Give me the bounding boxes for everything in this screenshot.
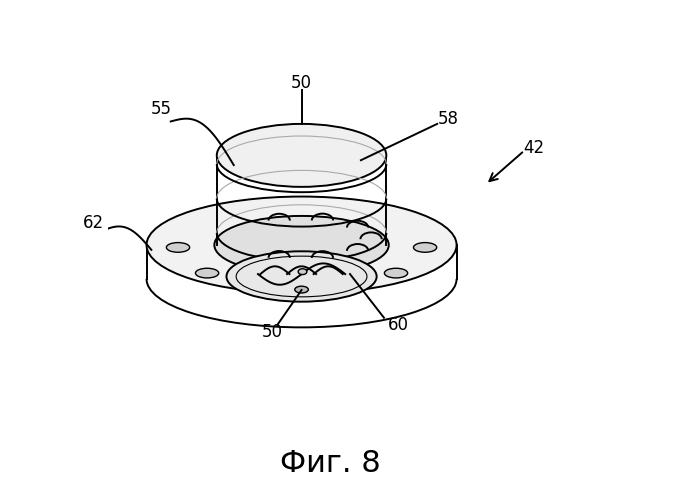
Ellipse shape (384, 268, 407, 278)
Ellipse shape (414, 243, 437, 252)
Text: 55: 55 (150, 100, 172, 119)
Ellipse shape (167, 243, 190, 252)
Text: 50: 50 (262, 323, 283, 341)
Ellipse shape (146, 196, 456, 294)
Text: Фиг. 8: Фиг. 8 (280, 448, 381, 477)
Text: 60: 60 (388, 316, 409, 334)
Ellipse shape (227, 251, 377, 302)
Text: 50: 50 (291, 74, 312, 92)
Ellipse shape (217, 124, 386, 187)
Ellipse shape (298, 269, 307, 274)
Text: 58: 58 (438, 110, 458, 128)
Text: 62: 62 (83, 214, 104, 232)
Ellipse shape (214, 216, 388, 274)
Text: 42: 42 (524, 139, 545, 157)
Ellipse shape (295, 286, 308, 293)
Ellipse shape (195, 268, 218, 278)
